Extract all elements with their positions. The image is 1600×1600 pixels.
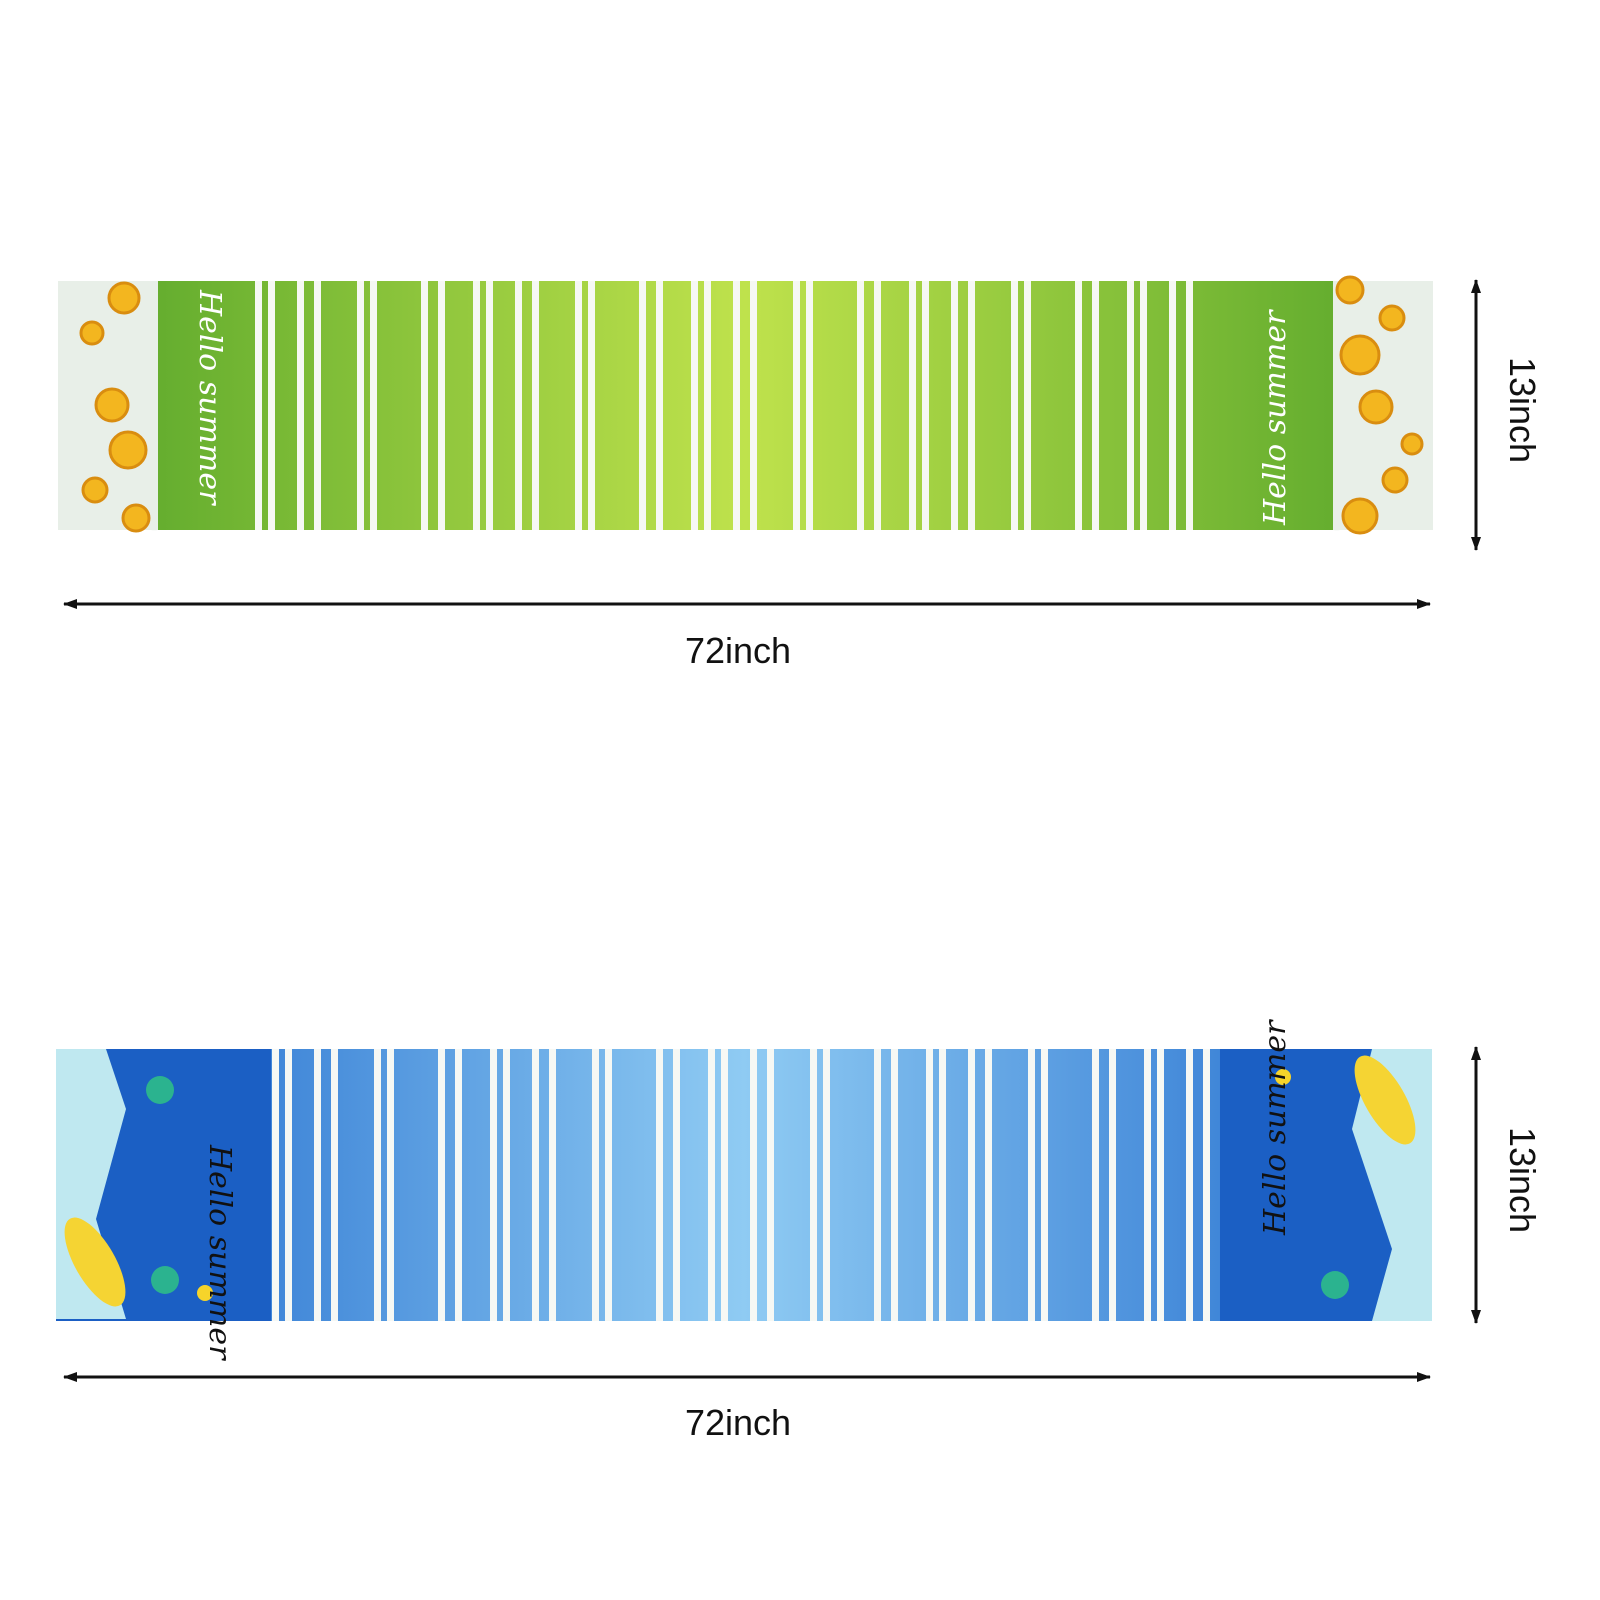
width-label: 72inch (685, 1402, 791, 1443)
stripe (939, 1049, 946, 1321)
left-text: Hello summer (192, 289, 227, 506)
stripe (1186, 1049, 1193, 1321)
stripe (592, 1049, 599, 1321)
stripe (490, 1049, 497, 1321)
stripe (486, 281, 493, 530)
stripe (874, 281, 881, 530)
height-label: 13inch (1502, 357, 1543, 463)
stripe (1127, 281, 1134, 530)
stripe (1092, 1049, 1099, 1321)
stripe (1092, 281, 1099, 530)
sun (1275, 1069, 1291, 1085)
stripe (1169, 281, 1176, 530)
stripe (549, 1049, 556, 1321)
stripe (951, 281, 958, 530)
stripe (1024, 281, 1031, 530)
right-text: Hello summer (1258, 1019, 1293, 1236)
stripe (708, 1049, 715, 1321)
blue-runner: Hello summer Hello summer (56, 1019, 1432, 1361)
surfboard (64, 1217, 126, 1307)
stripe (891, 1049, 898, 1321)
stripes (255, 281, 1193, 530)
stripe (985, 1049, 992, 1321)
stripe (673, 1049, 680, 1321)
stripe (268, 281, 275, 530)
stripe (272, 1049, 279, 1321)
green-runner: Hello summer Hello summer (58, 275, 1433, 535)
width-label: 72inch (685, 630, 791, 671)
palm (146, 1076, 174, 1104)
stripe (926, 1049, 933, 1321)
stripe (968, 281, 975, 530)
stripe (691, 281, 698, 530)
stripe (1140, 281, 1147, 530)
stripe (1109, 1049, 1116, 1321)
stripe (1186, 281, 1193, 530)
stripe (1028, 1049, 1035, 1321)
stripe (656, 1049, 663, 1321)
left-text: Hello summer (202, 1144, 237, 1361)
stripe (374, 1049, 381, 1321)
stripe (473, 281, 480, 530)
stripe (532, 1049, 539, 1321)
stripe (438, 281, 445, 530)
stripe (314, 1049, 321, 1321)
stripe (1157, 1049, 1164, 1321)
stripe (823, 1049, 830, 1321)
stripe (1011, 281, 1018, 530)
stripe (1075, 281, 1082, 530)
stripe (793, 281, 800, 530)
stripe (370, 281, 377, 530)
stripe (806, 281, 813, 530)
stripe (704, 281, 711, 530)
palm (1321, 1271, 1349, 1299)
stripe (639, 281, 646, 530)
stripe (721, 1049, 728, 1321)
stripe (255, 281, 262, 530)
sunflowers (79, 275, 1424, 535)
sun (197, 1285, 213, 1301)
scallop (1333, 281, 1344, 531)
runner-body (58, 281, 1433, 530)
surfboard (1354, 1055, 1416, 1145)
stripe (503, 1049, 510, 1321)
stripe (588, 281, 595, 530)
stripe (1144, 1049, 1151, 1321)
stripe (909, 281, 916, 530)
stripe (857, 281, 864, 530)
stripe (733, 281, 740, 530)
stripe (421, 281, 428, 530)
stripe (575, 281, 582, 530)
right-text: Hello summer (1258, 309, 1293, 526)
stripe (331, 1049, 338, 1321)
stripe (357, 281, 364, 530)
stripe (810, 1049, 817, 1321)
stripe (1203, 1049, 1210, 1321)
stripe (874, 1049, 881, 1321)
height-label: 13inch (1502, 1127, 1543, 1233)
stripe (656, 281, 663, 530)
stripe (750, 1049, 757, 1321)
stripe (515, 281, 522, 530)
stripe (1041, 1049, 1048, 1321)
palm (151, 1266, 179, 1294)
stripe (922, 281, 929, 530)
stripe (605, 1049, 612, 1321)
stripes (272, 1049, 1210, 1321)
stripe (455, 1049, 462, 1321)
stripe (968, 1049, 975, 1321)
stripe (387, 1049, 394, 1321)
scallop (147, 281, 158, 531)
stripe (438, 1049, 445, 1321)
stripe (767, 1049, 774, 1321)
stripe (285, 1049, 292, 1321)
stripe (532, 281, 539, 530)
stripe (750, 281, 757, 530)
stripe (314, 281, 321, 530)
stripe (297, 281, 304, 530)
